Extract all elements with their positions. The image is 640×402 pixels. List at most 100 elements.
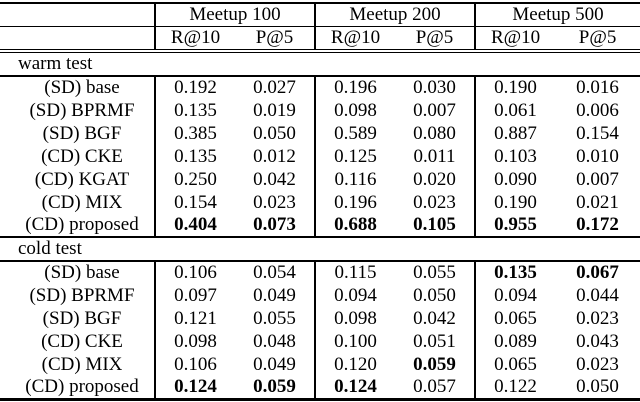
table-row: (SD) BPRMF 0.097 0.049 0.094 0.050 0.094 0.044	[0, 284, 640, 307]
metric-value: 0.094	[474, 284, 556, 307]
metric-value: 0.054	[253, 262, 296, 283]
corner-cell	[0, 3, 155, 27]
method-name: (SD) base	[44, 77, 120, 98]
metric-value: 0.098	[314, 99, 396, 122]
metric-value: 0.196	[314, 76, 396, 99]
metric-header: P@5	[555, 26, 640, 53]
metric-value: 0.020	[413, 168, 456, 190]
metric-value: 0.021	[576, 191, 619, 213]
table-header: Meetup 100 Meetup 200 Meetup 500 R@10 P@…	[0, 3, 640, 53]
metric-value: 0.124	[314, 376, 396, 400]
section-row: warm test	[0, 50, 640, 77]
method-name: (SD) BGF	[42, 122, 122, 144]
table-row: (CD) MIX 0.154 0.023 0.196 0.023 0.190 0.021	[0, 191, 640, 214]
metric-value: 0.105	[413, 214, 456, 235]
metric-value: 0.955	[474, 214, 556, 237]
metric-header: R@10	[314, 26, 396, 53]
metric-value: 0.049	[253, 353, 296, 375]
metric-value: 0.404	[154, 214, 235, 237]
metric-value: 0.065	[474, 307, 556, 330]
metric-value: 0.050	[253, 122, 296, 144]
metric-value: 0.190	[474, 191, 556, 214]
table-row: (CD) proposed 0.124 0.059 0.124 0.057 0.122 0.…	[0, 376, 640, 400]
metric-value: 0.115	[314, 261, 396, 284]
metric-value: 0.094	[314, 284, 396, 307]
metric-value: 0.050	[413, 284, 456, 306]
method-name: (CD) proposed	[25, 376, 139, 397]
method-name: (CD) KGAT	[34, 168, 130, 190]
section-label: warm test	[0, 50, 640, 77]
metric-value: 0.116	[314, 168, 396, 191]
method-name: (CD) MIX	[41, 353, 123, 375]
metric-value: 0.061	[474, 99, 556, 122]
metric-value: 0.051	[413, 330, 456, 352]
metric-value: 0.089	[474, 330, 556, 353]
metric-value: 0.122	[474, 376, 556, 400]
metric-value: 0.023	[253, 191, 296, 213]
metric-value: 0.067	[576, 262, 619, 283]
metric-value: 0.057	[413, 376, 456, 397]
metric-header: R@10	[154, 26, 235, 53]
table-row: (SD) BPRMF 0.135 0.019 0.098 0.007 0.061 0.006	[0, 99, 640, 122]
metric-value: 0.154	[154, 191, 235, 214]
metric-value: 0.121	[154, 307, 235, 330]
metric-value: 0.120	[314, 353, 396, 376]
table-row: (SD) base 0.106 0.054 0.115 0.055 0.135 0.067	[0, 261, 640, 284]
metric-value: 0.097	[154, 284, 235, 307]
metric-value: 0.019	[253, 99, 296, 121]
metric-value: 0.124	[154, 376, 235, 400]
metric-value: 0.055	[253, 307, 296, 329]
table-row: (SD) BGF 0.121 0.055 0.098 0.042 0.065 0.023	[0, 307, 640, 330]
metric-value: 0.192	[154, 76, 235, 99]
table-row: (SD) base 0.192 0.027 0.196 0.030 0.190 0.016	[0, 76, 640, 99]
metric-value: 0.135	[474, 261, 556, 284]
metric-value: 0.589	[314, 122, 396, 145]
dataset-group-row: Meetup 100 Meetup 200 Meetup 500	[0, 3, 640, 27]
metric-value: 0.030	[413, 77, 456, 98]
metric-value: 0.059	[413, 353, 456, 375]
metric-value: 0.023	[576, 307, 619, 329]
metric-value: 0.027	[253, 77, 296, 98]
metric-value: 0.196	[314, 191, 396, 214]
method-name: (SD) BPRMF	[29, 99, 135, 121]
section-row: cold test	[0, 236, 640, 262]
table-body: warm test (SD) base 0.192 0.027 0.196 0.030 0.…	[0, 50, 640, 400]
metric-value: 0.023	[576, 353, 619, 375]
metric-value: 0.080	[413, 122, 456, 144]
metric-value: 0.006	[576, 99, 619, 121]
corner-cell-sub	[0, 26, 155, 53]
metric-value: 0.023	[413, 191, 456, 213]
metric-value: 0.016	[576, 77, 619, 98]
metric-value: 0.135	[154, 99, 235, 122]
group-header-meetup-500: Meetup 500	[474, 3, 640, 27]
metric-value: 0.887	[474, 122, 556, 145]
metric-value: 0.044	[576, 284, 619, 306]
table-row: (CD) MIX 0.106 0.049 0.120 0.059 0.065 0.023	[0, 353, 640, 376]
method-name: (SD) base	[44, 262, 120, 283]
method-name: (CD) CKE	[41, 145, 123, 167]
metric-value: 0.049	[253, 284, 296, 306]
metric-value: 0.688	[314, 214, 396, 237]
metric-value: 0.043	[576, 330, 619, 352]
metric-value: 0.042	[253, 168, 296, 190]
table-row: (SD) BGF 0.385 0.050 0.589 0.080 0.887 0.154	[0, 122, 640, 145]
metric-value: 0.050	[576, 376, 619, 397]
group-header-meetup-200: Meetup 200	[314, 3, 476, 27]
table-row: (CD) proposed 0.404 0.073 0.688 0.105 0.955 0.…	[0, 214, 640, 237]
metric-value: 0.250	[154, 168, 235, 191]
table-row: (CD) CKE 0.098 0.048 0.100 0.051 0.089 0.043	[0, 330, 640, 353]
metric-value: 0.007	[576, 168, 619, 190]
metric-header: P@5	[395, 26, 476, 53]
metric-value: 0.042	[413, 307, 456, 329]
metric-header: P@5	[235, 26, 316, 53]
metric-value: 0.010	[576, 145, 619, 167]
metric-value: 0.090	[474, 168, 556, 191]
metric-value: 0.190	[474, 76, 556, 99]
metric-value: 0.135	[154, 145, 235, 168]
metric-value: 0.154	[576, 122, 619, 144]
metric-value: 0.103	[474, 145, 556, 168]
method-name: (CD) proposed	[25, 214, 139, 235]
metric-value: 0.100	[314, 330, 396, 353]
metric-value: 0.073	[253, 214, 296, 235]
